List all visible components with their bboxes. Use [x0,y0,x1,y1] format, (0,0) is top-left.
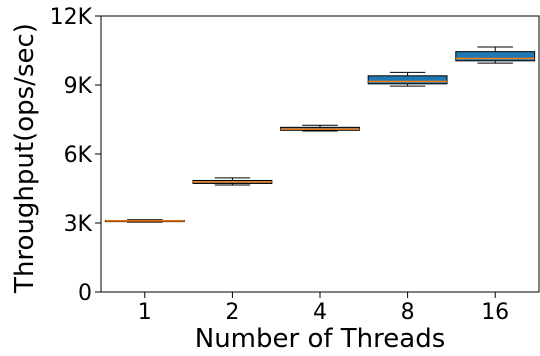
y-tick-label: 6K [64,143,93,168]
y-tick-label: 9K [64,74,93,99]
y-tick-label: 12K [50,5,93,30]
box-body-16 [455,51,536,62]
boxes-layer [104,46,536,223]
box-2 [192,177,273,186]
y-tick-label: 0 [78,281,92,306]
x-axis-title: Number of Threads [195,324,446,354]
box-8 [367,71,448,87]
y-axis: 0 3K 6K 9K 12K [50,5,101,306]
box-4 [280,124,360,132]
x-tick-label: 16 [481,300,509,325]
x-tick-label: 1 [138,300,152,325]
x-axis: 1 2 4 8 16 [138,292,509,325]
x-tick-label: 4 [313,300,327,325]
y-axis-title: Throughput(ops/sec) [10,23,40,294]
box-1 [104,219,185,223]
x-tick-label: 8 [401,300,415,325]
y-tick-label: 3K [64,212,93,237]
box-16 [455,46,536,64]
box-body-8 [367,75,448,85]
x-tick-label: 2 [225,300,239,325]
